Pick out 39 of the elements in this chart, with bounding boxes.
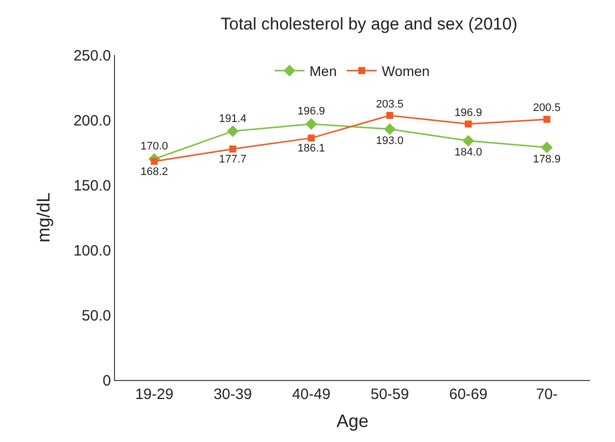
- data-label: 170.0: [140, 140, 168, 153]
- legend-label: Men: [310, 63, 337, 80]
- x-tick-label: 40-49: [292, 386, 330, 403]
- y-tick-label: 0: [102, 372, 111, 390]
- y-tick-label: 200.0: [73, 112, 111, 130]
- data-label: 168.2: [140, 166, 168, 178]
- point: [384, 123, 396, 135]
- point: [226, 125, 239, 138]
- data-label: 186.1: [298, 142, 326, 155]
- point: [386, 112, 394, 119]
- x-tick-label: 50-59: [370, 386, 409, 403]
- data-label: 184.0: [454, 146, 482, 159]
- point: [540, 142, 553, 154]
- y-axis-title: mg/dL: [34, 192, 54, 243]
- y-tick-label: 250.0: [73, 47, 111, 64]
- point: [229, 145, 236, 152]
- y-tick-label: 100.0: [73, 242, 111, 260]
- x-tick-label: 30-39: [214, 386, 252, 403]
- data-label: 177.7: [219, 154, 247, 166]
- y-tick-label: 50.0: [82, 307, 111, 324]
- y-tick-label: 150.0: [73, 177, 111, 194]
- data-label: 203.5: [376, 98, 404, 110]
- data-label: 200.5: [533, 102, 561, 114]
- point: [464, 120, 472, 128]
- data-label: 191.4: [219, 112, 247, 125]
- data-label: 196.9: [298, 106, 326, 118]
- legend-label: Women: [382, 63, 430, 80]
- x-tick-label: 60-69: [449, 386, 488, 403]
- data-label: 193.0: [376, 134, 404, 147]
- chart-title: Total cholesterol by age and sex (2010): [220, 14, 518, 34]
- point: [308, 134, 315, 142]
- data-label: 178.9: [533, 153, 561, 166]
- point: [462, 134, 474, 147]
- x-axis-title: Age: [336, 411, 369, 432]
- point: [305, 118, 318, 130]
- x-tick-label: 19-29: [135, 386, 174, 403]
- x-tick-label: 70-: [536, 386, 558, 403]
- data-label: 196.9: [454, 106, 482, 119]
- point: [543, 116, 550, 123]
